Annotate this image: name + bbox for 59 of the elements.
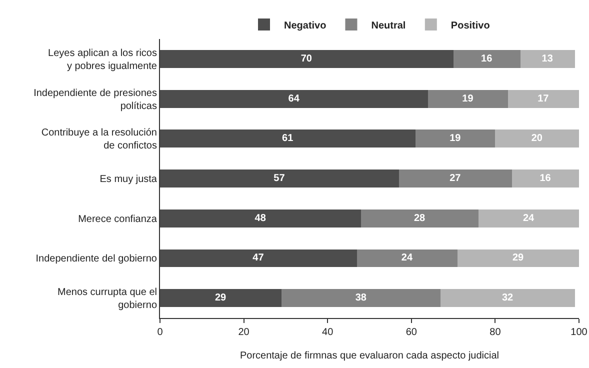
data-label: 32 xyxy=(502,292,514,304)
data-label: 24 xyxy=(401,252,413,264)
x-tick-label: 80 xyxy=(490,327,502,338)
data-label: 16 xyxy=(481,53,493,64)
bar xyxy=(160,50,454,68)
data-label: 29 xyxy=(214,292,227,304)
data-label: 47 xyxy=(252,252,264,264)
bar xyxy=(361,209,478,228)
x-tick-label: 20 xyxy=(238,327,250,338)
data-label: 70 xyxy=(300,53,312,64)
legend-label: Negativo xyxy=(284,20,326,32)
y-tick-label: Leyes aplican a los ricos y pobres igualmente xyxy=(48,48,158,72)
bar xyxy=(160,90,428,108)
data-label: 17 xyxy=(538,93,550,104)
y-tick-label: Merece confianza xyxy=(78,214,158,225)
data-label: 64 xyxy=(288,93,300,104)
x-tick-label: 100 xyxy=(570,327,588,338)
bar xyxy=(512,170,579,188)
y-tick-label: Independiente del gobierno xyxy=(36,254,158,265)
y-tick-label: Contribuye a la resolución de confictos xyxy=(41,128,157,152)
y-tick-label: Independiente de presiones políticas xyxy=(34,88,157,112)
x-tick-label: 60 xyxy=(406,327,418,338)
data-label: 19 xyxy=(450,133,462,144)
data-label: 38 xyxy=(355,292,367,304)
bar xyxy=(160,209,362,228)
bar xyxy=(160,130,416,148)
data-label: 27 xyxy=(450,173,462,184)
bar xyxy=(457,249,579,268)
data-label: 13 xyxy=(542,53,554,64)
bar xyxy=(428,90,508,108)
legend-label: Positivo xyxy=(450,20,490,32)
bar xyxy=(398,170,512,188)
data-label: 57 xyxy=(274,173,286,184)
bar xyxy=(416,130,496,148)
bar xyxy=(508,90,579,108)
bar xyxy=(160,170,399,188)
data-label: 19 xyxy=(462,93,474,104)
data-label: 48 xyxy=(254,212,266,224)
data-label: 16 xyxy=(540,173,552,184)
bar xyxy=(495,130,579,148)
data-label: 61 xyxy=(282,133,294,144)
bar xyxy=(160,289,282,308)
y-tick-label: Menos currupta que el gobierno xyxy=(57,287,158,312)
x-axis-title: Porcentaje de firmnas que evaluaron cada aspecto judicial xyxy=(240,350,500,362)
legend-label: Neutral xyxy=(371,20,406,32)
bar xyxy=(520,50,575,68)
bar xyxy=(440,289,575,308)
data-label: 29 xyxy=(512,252,524,264)
y-tick-label: Es muy justa xyxy=(100,174,158,185)
bar xyxy=(453,50,520,68)
data-label: 24 xyxy=(522,212,534,224)
bar xyxy=(160,249,357,268)
x-tick-label: 40 xyxy=(322,327,334,338)
bar xyxy=(282,289,441,308)
x-tick-label: 0 xyxy=(157,327,164,338)
bar xyxy=(478,209,579,228)
bar xyxy=(356,249,458,268)
data-label: 20 xyxy=(531,133,543,144)
data-label: 28 xyxy=(414,212,426,224)
